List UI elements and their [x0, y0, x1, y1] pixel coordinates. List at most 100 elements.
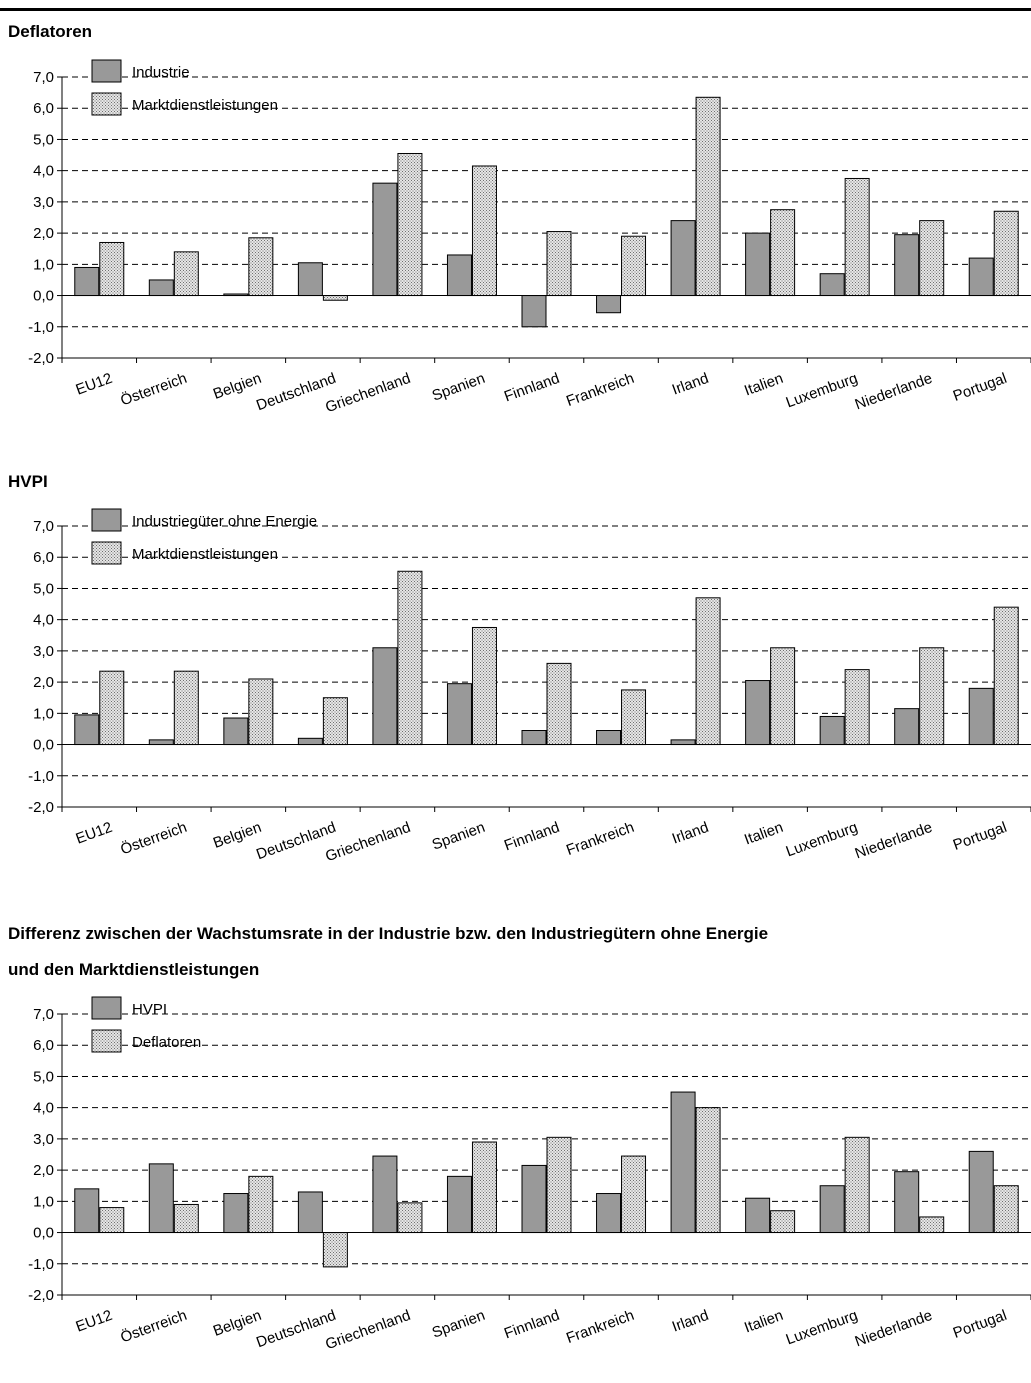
- y-tick-label: -2,0: [28, 1287, 54, 1304]
- bar-series2: [546, 662, 572, 746]
- x-category-label: Finnland: [502, 370, 562, 406]
- bar-series1: [297, 737, 323, 746]
- x-category-label: Griechenland: [323, 370, 413, 416]
- y-tick-label: 0,0: [33, 1225, 54, 1242]
- x-category-label: EU12: [74, 819, 115, 848]
- x-category-label: Portugal: [951, 370, 1009, 405]
- bar-series1: [894, 1171, 920, 1234]
- bar-series2: [993, 606, 1019, 746]
- y-tick-label: 5,0: [33, 1068, 54, 1085]
- legend-swatch: [91, 541, 122, 565]
- bar-series2: [695, 597, 721, 746]
- bar-series1: [372, 1155, 398, 1234]
- y-tick-label: 3,0: [33, 194, 54, 211]
- y-tick-label: 7,0: [33, 1006, 54, 1023]
- bar-series2: [173, 670, 199, 746]
- chart-title-deflatoren: Deflatoren: [8, 22, 93, 41]
- bar-series1: [819, 273, 845, 297]
- y-tick-label: 3,0: [33, 643, 54, 660]
- y-tick-label: 4,0: [33, 612, 54, 629]
- bar-series1: [968, 1150, 994, 1234]
- bar-series1: [596, 1193, 622, 1234]
- y-tick-label: 2,0: [33, 1162, 54, 1179]
- x-category-label: Luxemburg: [784, 1307, 860, 1349]
- bar-series2: [397, 1202, 423, 1234]
- x-category-label: Italien: [742, 1307, 785, 1337]
- x-category-label: Portugal: [951, 819, 1009, 854]
- chart-title-differenz-line2: und den Marktdienstleistungen: [8, 960, 260, 979]
- x-category-label: Niederlande: [853, 1307, 935, 1351]
- legend-swatch: [91, 92, 122, 116]
- bar-series1: [968, 687, 994, 746]
- bar-series1: [74, 1188, 100, 1234]
- legend-label: Industriegüter ohne Energie: [132, 513, 317, 530]
- bar-series2: [844, 177, 870, 297]
- y-tick-label: -1,0: [28, 768, 54, 785]
- top-rule: [0, 8, 1031, 11]
- bar-series2: [99, 1207, 125, 1234]
- x-category-label: Frankreich: [564, 819, 636, 859]
- bar-series2: [770, 1210, 796, 1234]
- bar-series2: [844, 1136, 870, 1234]
- x-category-label: Spanien: [430, 370, 488, 405]
- x-category-label: Luxemburg: [784, 370, 860, 412]
- bar-series2: [471, 626, 497, 746]
- bar-series1: [670, 739, 696, 746]
- x-category-label: Spanien: [430, 819, 488, 854]
- y-tick-label: 5,0: [33, 131, 54, 148]
- bar-series2: [621, 235, 647, 297]
- bar-series1: [670, 1091, 696, 1234]
- x-category-label: Irland: [670, 1307, 711, 1336]
- chart-title-hvpi: HVPI: [8, 472, 48, 491]
- x-category-label: Österreich: [118, 1306, 189, 1347]
- x-category-label: Österreich: [118, 818, 189, 859]
- bar-series2: [248, 237, 274, 297]
- y-tick-label: 0,0: [33, 288, 54, 305]
- bar-series2: [770, 209, 796, 297]
- bar-series2: [99, 670, 125, 746]
- bar-series2: [173, 1203, 199, 1234]
- bar-series1: [521, 1164, 547, 1234]
- bar-series1: [745, 1197, 771, 1234]
- bar-series2: [546, 231, 572, 297]
- bar-series1: [297, 262, 323, 297]
- bar-series2: [919, 220, 945, 297]
- bar-series1: [894, 234, 920, 297]
- bar-series1: [223, 717, 249, 746]
- y-tick-label: 6,0: [33, 1037, 54, 1054]
- bar-series1: [148, 279, 174, 297]
- y-tick-label: 6,0: [33, 549, 54, 566]
- y-tick-label: 7,0: [33, 69, 54, 86]
- y-tick-label: 6,0: [33, 100, 54, 117]
- bar-series1: [521, 295, 547, 328]
- bar-series2: [322, 697, 348, 746]
- bar-series1: [223, 1193, 249, 1234]
- x-category-label: Finnland: [502, 1307, 562, 1343]
- bar-series1: [148, 1163, 174, 1234]
- x-category-label: EU12: [74, 1307, 115, 1336]
- differenz-chart: 7,0 6,0 5,0 4,0 3,0 2,0 1,0 0,0 -1,0 -2,0 EU12 Öste…: [28, 996, 1031, 1353]
- x-category-label: Portugal: [951, 1307, 1009, 1342]
- bar-series2: [770, 647, 796, 746]
- bar-series2: [99, 241, 125, 297]
- y-tick-label: 1,0: [33, 705, 54, 722]
- chart-title-differenz-line1: Differenz zwischen der Wachstumsrate in …: [8, 924, 769, 943]
- bar-series2: [695, 1107, 721, 1234]
- bar-series2: [919, 1216, 945, 1234]
- x-category-label: Frankreich: [564, 370, 636, 410]
- bar-series2: [993, 1185, 1019, 1234]
- legend-swatch: [91, 1029, 122, 1053]
- y-tick-label: 1,0: [33, 256, 54, 273]
- x-category-label: Österreich: [118, 369, 189, 410]
- bar-series2: [695, 96, 721, 297]
- legend-swatch: [91, 996, 122, 1020]
- bar-series1: [596, 730, 622, 746]
- x-category-label: Irland: [670, 819, 711, 848]
- x-category-label: Niederlande: [853, 819, 935, 863]
- bar-series1: [670, 220, 696, 297]
- x-category-label: Spanien: [430, 1307, 488, 1342]
- bar-series1: [74, 266, 100, 297]
- bar-series2: [621, 689, 647, 746]
- y-tick-label: 4,0: [33, 163, 54, 180]
- bar-series2: [471, 165, 497, 297]
